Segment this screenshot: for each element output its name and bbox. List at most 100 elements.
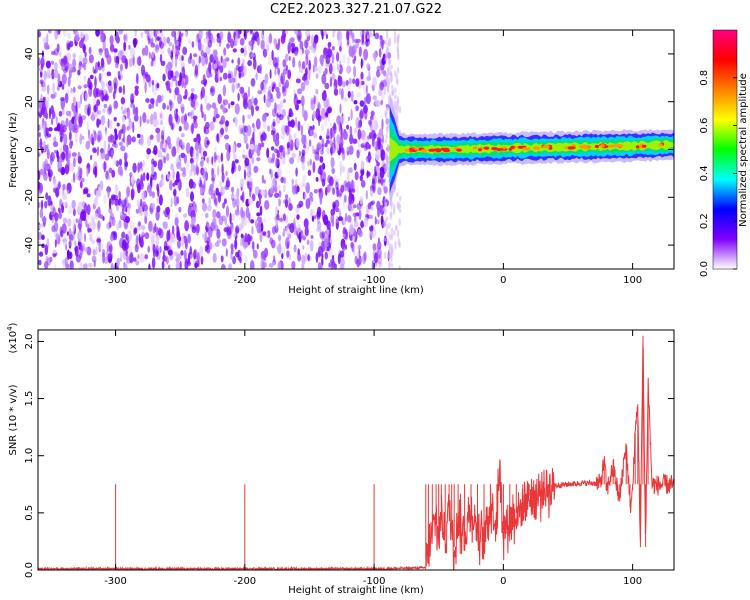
spectrogram-noise-cell xyxy=(121,231,126,239)
spectrogram-noise-cell xyxy=(351,137,355,145)
spectrogram-noise-cell xyxy=(347,55,350,66)
spectrogram-noise-cell xyxy=(336,134,341,144)
spectrogram-noise-cell xyxy=(220,152,223,163)
spectrogram-noise-cell xyxy=(146,184,152,194)
spectrogram-noise-cell xyxy=(57,160,63,172)
spectrogram-noise-cell xyxy=(381,118,384,130)
spectrogram-noise-cell xyxy=(314,151,320,161)
spectrogram-noise-cell xyxy=(181,172,187,177)
spectrogram-noise-cell xyxy=(394,70,397,77)
spectrogram-noise-cell xyxy=(220,263,226,269)
spectrogram-noise-cell xyxy=(359,108,364,119)
spectrogram-noise-cell xyxy=(396,44,399,54)
spectrogram-noise-cell xyxy=(166,153,170,162)
spectrogram-noise-cell xyxy=(72,172,76,183)
spectrogram-noise-cell xyxy=(228,102,231,110)
spectrogram-noise-cell xyxy=(107,135,112,143)
spectrogram-noise-cell xyxy=(96,146,100,156)
spectrogram-noise-cell xyxy=(295,167,298,177)
spectrogram-noise-cell xyxy=(100,115,106,126)
colorbar-tick-label: 0.4 xyxy=(699,165,710,181)
spectrogram-noise-cell xyxy=(171,146,177,157)
spectrogram-noise-cell xyxy=(152,119,158,127)
spectrogram-noise-cell xyxy=(84,51,87,58)
spectrogram-noise-cell xyxy=(47,195,52,207)
spectrogram-noise-cell xyxy=(395,73,399,84)
spectrogram-noise-cell xyxy=(167,249,173,256)
spectrogram-noise-cell xyxy=(247,181,250,190)
spectrogram-noise-cell xyxy=(203,38,209,43)
spectrogram-noise-cell xyxy=(175,80,178,87)
spectrogram-noise-cell xyxy=(352,212,358,218)
spectrogram-noise-cell xyxy=(297,252,301,262)
snr-y-tick-label: 0.5 xyxy=(24,505,35,521)
spectrogram-noise-cell xyxy=(166,173,170,180)
spectrogram-noise-cell xyxy=(352,235,355,243)
spectrogram-noise-cell xyxy=(70,88,73,93)
spectrogram-noise-cell xyxy=(104,153,110,161)
spectrogram-noise-cell xyxy=(142,112,147,123)
spectrogram-noise-cell xyxy=(217,68,221,81)
spectrogram-noise-cell xyxy=(310,235,314,239)
spectrogram-noise-cell xyxy=(360,167,365,176)
spectrogram-noise-cell xyxy=(146,172,150,181)
spectrogram-noise-cell xyxy=(313,34,319,44)
spectrogram-noise-cell xyxy=(352,32,355,44)
spectrogram-noise-cell xyxy=(180,250,184,256)
spectrogram-noise-cell xyxy=(319,156,324,163)
spectrogram-noise-cell xyxy=(283,33,286,43)
spectrogram-peak xyxy=(568,146,576,150)
spectrogram-noise-cell xyxy=(88,46,92,55)
spectrogram-noise-cell xyxy=(244,255,248,265)
spectrogram-noise-cell xyxy=(222,84,227,97)
spectrogram-noise-cell xyxy=(93,260,96,268)
spectrogram-noise-cell xyxy=(85,218,88,228)
spectrogram-noise-cell xyxy=(270,169,273,179)
spectrogram-noise-cell xyxy=(130,103,134,108)
spectrogram-noise-cell xyxy=(119,251,123,260)
spectrogram-noise-cell xyxy=(94,131,97,142)
spectrogram-peak xyxy=(594,144,600,149)
spectrogram-noise-cell xyxy=(115,35,120,44)
spectrogram-noise-cell xyxy=(340,88,344,100)
spectrogram-noise-cell xyxy=(212,217,217,229)
spectrogram-noise-cell xyxy=(46,143,50,156)
spectrogram-noise-cell xyxy=(327,114,331,123)
spectrogram-peak xyxy=(510,145,515,149)
spectrogram-noise-cell xyxy=(241,217,245,229)
spectrogram-noise-cell xyxy=(174,86,180,96)
spectrogram-noise-cell xyxy=(48,127,53,132)
spectrogram-noise-cell xyxy=(40,223,44,228)
spectrogram-x-ticks: -300 -200 -100 0 100 xyxy=(104,30,642,286)
spectrogram-noise-cell xyxy=(237,92,240,102)
spectrogram-noise-cell xyxy=(232,256,237,265)
spectrogram-noise-cell xyxy=(181,142,185,151)
spectrogram-noise-cell xyxy=(128,44,131,50)
spectrogram-noise-cell xyxy=(360,221,365,228)
spectrogram-noise-cell xyxy=(357,120,362,129)
spectrogram-noise-cell xyxy=(374,216,377,225)
spectrogram-noise-cell xyxy=(385,152,388,157)
spectrogram-noise-cell xyxy=(53,68,59,79)
spectrogram-noise-cell xyxy=(219,37,222,47)
spectrogram-noise-cell xyxy=(293,133,297,139)
spectrogram-noise-cell xyxy=(317,246,324,257)
spectrogram-noise-cell xyxy=(167,61,173,71)
spectrogram-noise-cell xyxy=(361,33,365,43)
spectrogram-noise-cell xyxy=(301,254,306,266)
spectrogram-noise-cell xyxy=(234,103,240,115)
spectrogram-noise-cell xyxy=(243,47,247,57)
spectrogram-noise-cell xyxy=(72,58,76,69)
spectrogram-noise-cell xyxy=(110,194,116,201)
spectrogram-noise-cell xyxy=(173,251,178,257)
snr-x-tick-label: -300 xyxy=(104,576,127,587)
spectrogram-noise-cell xyxy=(295,78,301,84)
spectrogram-peak xyxy=(502,146,506,150)
spectrogram-noise-cell xyxy=(180,115,186,125)
spectrogram-noise-cell xyxy=(260,223,264,232)
spectrogram-noise-cell xyxy=(285,64,288,72)
spectrogram-noise-cell xyxy=(267,230,271,239)
spectrogram-noise-cell xyxy=(39,70,43,78)
spectrogram-noise-cell xyxy=(213,49,218,57)
spectrogram-noise-cell xyxy=(148,263,151,269)
